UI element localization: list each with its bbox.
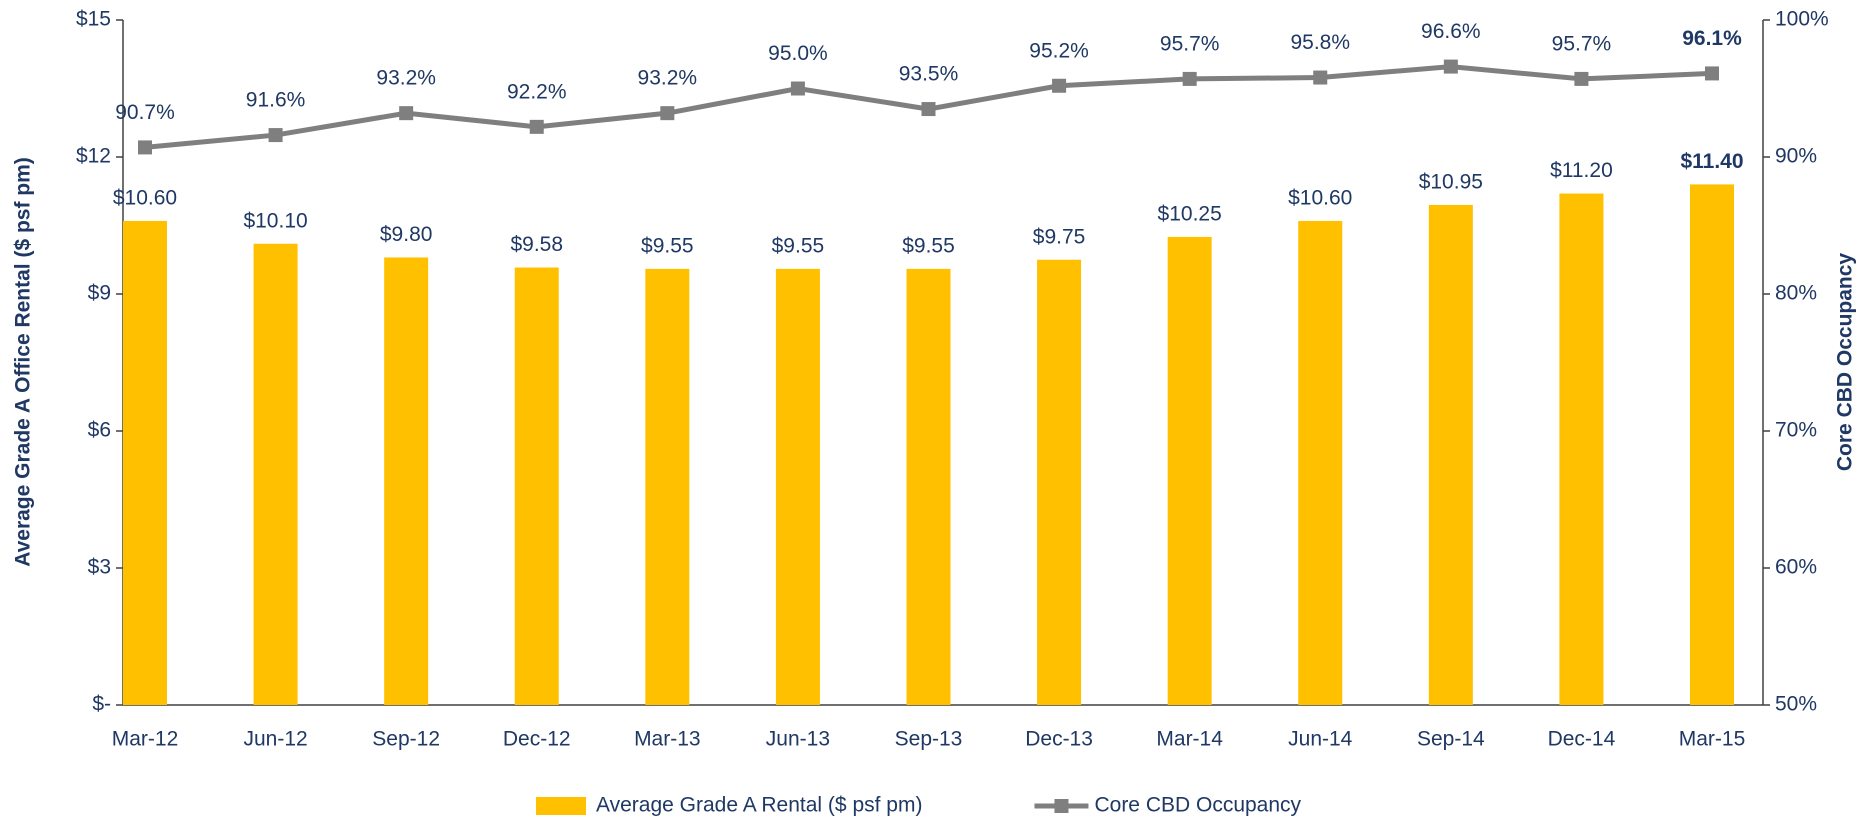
y-tick-label: $15 [76,8,111,31]
x-tick-label: Sep-13 [895,728,963,751]
line-value-label: 95.7% [1552,32,1612,55]
bar [253,243,298,705]
line-value-label: 95.0% [768,42,828,65]
bar-value-label: $10.60 [113,186,177,209]
x-tick-label: Dec-12 [503,728,571,751]
line-marker [1052,78,1067,93]
bar [384,257,429,705]
x-tick-label: Dec-13 [1025,728,1093,751]
line-marker [660,106,675,121]
line-value-label: 93.2% [376,67,436,90]
y2-tick-label: 50% [1775,693,1817,716]
line-marker [529,119,544,134]
line-value-label: 95.7% [1160,32,1220,55]
line-marker [1705,66,1719,81]
y-tick-label: $- [92,693,111,716]
line-value-label: 90.7% [115,101,175,124]
x-tick-label: Mar-13 [634,728,701,751]
line-value-label: 93.5% [899,63,959,86]
bar-value-label: $11.20 [1550,159,1613,182]
bar [775,268,820,705]
x-tick-label: Jun-14 [1288,728,1353,751]
line-marker [268,128,283,143]
line-value-label: 95.8% [1290,31,1350,54]
legend-swatch [536,797,586,815]
line-marker [1313,70,1328,85]
bar-value-label: $10.25 [1158,202,1222,225]
bar-value-label: $9.55 [902,234,955,257]
x-tick-label: Jun-13 [766,728,830,751]
line-value-label: 93.2% [638,67,698,90]
y2-axis-title: Core CBD Occupancy [1834,253,1857,472]
x-tick-label: Sep-14 [1417,728,1485,751]
bar-value-label: $10.60 [1288,186,1352,209]
bar [514,267,559,705]
x-tick-label: Dec-14 [1548,728,1616,751]
y2-tick-label: 60% [1775,556,1817,579]
bar [906,268,951,705]
legend-label: Core CBD Occupancy [1094,794,1301,817]
bar [1428,204,1473,705]
bar-value-label: $9.80 [380,223,433,246]
y2-tick-label: 90% [1775,145,1817,168]
x-tick-label: Mar-15 [1679,728,1746,751]
x-tick-label: Mar-12 [112,728,179,751]
line-marker [921,102,936,117]
bar-value-label: $10.10 [243,209,307,232]
y2-tick-label: 70% [1775,419,1817,442]
legend-label: Average Grade A Rental ($ psf pm) [596,794,922,817]
line-value-label: 92.2% [507,80,567,103]
bar-value-label: $9.58 [510,233,563,256]
bar [1167,236,1212,705]
bar [123,220,167,705]
bar [1298,220,1343,705]
y2-tick-label: 100% [1775,8,1829,31]
line-marker [138,140,152,155]
bar [645,268,690,705]
line-value-label: 96.6% [1421,20,1481,43]
bar-value-label: $9.55 [772,234,825,257]
x-tick-label: Sep-12 [372,728,440,751]
bar-value-label: $11.40 [1680,150,1743,173]
bar-value-label: $9.55 [641,234,694,257]
bar [1690,184,1734,705]
bar [1037,259,1082,705]
line-marker [1574,71,1589,86]
y-tick-label: $9 [88,282,111,305]
line-marker [399,106,414,121]
bar-value-label: $10.95 [1419,170,1483,193]
line-value-label: 95.2% [1029,39,1089,62]
line-marker [1443,59,1458,74]
line-value-label: 96.1% [1682,27,1742,50]
x-tick-label: Jun-12 [243,728,307,751]
line-marker [1182,71,1197,86]
bar-value-label: $9.75 [1033,225,1086,248]
y-axis-title: Average Grade A Office Rental ($ psf pm) [12,157,35,567]
line-marker [790,81,805,96]
legend-swatch-marker [1054,799,1069,813]
y-tick-label: $3 [88,556,111,579]
y-tick-label: $12 [76,145,111,168]
bar [1559,193,1604,706]
y2-tick-label: 80% [1775,282,1817,305]
line-value-label: 91.6% [246,89,306,112]
y-tick-label: $6 [88,419,111,442]
x-tick-label: Mar-14 [1156,728,1223,751]
